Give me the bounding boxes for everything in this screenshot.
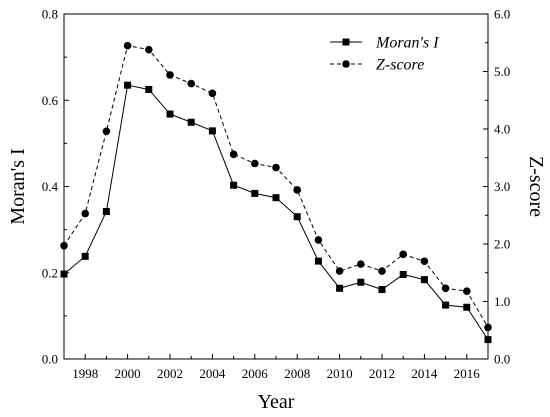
data-point-moran-s-i xyxy=(272,194,280,202)
y2-tick-label: 4.0 xyxy=(494,122,510,137)
data-point-moran-s-i xyxy=(81,252,89,260)
data-point-moran-s-i xyxy=(420,276,428,284)
data-point-z-score xyxy=(251,159,259,168)
x-tick-label: 2010 xyxy=(327,366,353,381)
data-point-moran-s-i xyxy=(102,208,110,216)
series-markers xyxy=(60,41,492,344)
y2-tick-label: 3.0 xyxy=(494,179,510,194)
data-point-z-score xyxy=(187,79,195,88)
legend-marker-circle xyxy=(342,60,350,68)
x-tick-label: 2014 xyxy=(411,366,438,381)
legend: Moran's I Z-score xyxy=(330,35,439,74)
data-point-z-score xyxy=(463,287,471,295)
data-point-moran-s-i xyxy=(166,110,174,118)
data-point-moran-s-i xyxy=(314,257,322,265)
y-tick-label: 0.0 xyxy=(42,352,58,367)
data-point-moran-s-i xyxy=(463,303,471,311)
data-point-moran-s-i xyxy=(442,301,450,309)
data-point-z-score xyxy=(166,71,174,79)
data-point-moran-s-i xyxy=(124,81,132,89)
legend-label-morans-i: Moran's I xyxy=(375,35,439,52)
x-axis-title: Year xyxy=(258,391,295,413)
data-point-moran-s-i xyxy=(145,85,153,93)
legend-marker-square xyxy=(342,38,350,46)
data-point-moran-s-i xyxy=(357,278,365,286)
y2-tick-label: 5.0 xyxy=(494,64,510,79)
data-point-z-score xyxy=(81,209,89,218)
y2-tick-label: 2.0 xyxy=(494,237,510,252)
y2-tick-label: 1.0 xyxy=(494,294,510,309)
x-tick-label: 2000 xyxy=(115,366,141,381)
data-point-z-score xyxy=(102,127,111,136)
data-point-z-score xyxy=(123,41,132,50)
y-axis-right-ticks: 0.0 1.0 2.0 3.0 4.0 5.0 6.0 xyxy=(483,7,510,367)
data-point-z-score xyxy=(335,267,344,275)
x-tick-label: 2016 xyxy=(454,366,481,381)
data-point-z-score xyxy=(272,163,280,172)
legend-label-z-score: Z-score xyxy=(376,57,424,74)
x-tick-label: 2006 xyxy=(242,366,269,381)
x-tick-label: 2002 xyxy=(157,366,183,381)
y-tick-label: 0.2 xyxy=(42,265,58,280)
x-tick-label: 2012 xyxy=(369,366,395,381)
series-line-moran-s-i xyxy=(63,84,489,340)
x-axis-ticks: 1998 2000 2002 2004 2006 2008 2010 2012 2014 2016 xyxy=(63,354,489,381)
data-point-z-score xyxy=(399,250,408,259)
data-point-z-score xyxy=(441,284,450,293)
x-tick-label: 2008 xyxy=(284,366,310,381)
data-point-z-score xyxy=(378,267,386,275)
data-point-moran-s-i xyxy=(399,270,407,278)
data-point-moran-s-i xyxy=(251,189,259,197)
y-tick-label: 0.8 xyxy=(42,7,58,22)
x-tick-label: 2004 xyxy=(199,366,226,381)
y-tick-label: 0.6 xyxy=(42,93,59,108)
data-point-z-score xyxy=(293,186,302,194)
y-axis-right-title: Z-score xyxy=(525,156,547,217)
data-point-moran-s-i xyxy=(187,118,195,126)
x-tick-label: 1998 xyxy=(72,366,98,381)
plot-frame xyxy=(63,13,489,360)
data-point-moran-s-i xyxy=(378,286,386,294)
data-point-moran-s-i xyxy=(230,181,238,189)
y2-tick-label: 6.0 xyxy=(494,7,510,22)
y2-tick-label: 0.0 xyxy=(494,352,510,367)
data-point-z-score xyxy=(229,150,238,159)
data-point-z-score xyxy=(357,260,365,268)
data-point-moran-s-i xyxy=(336,284,344,292)
y-tick-label: 0.4 xyxy=(42,179,59,194)
data-point-moran-s-i xyxy=(208,127,216,135)
data-point-z-score xyxy=(420,257,429,266)
data-point-moran-s-i xyxy=(293,213,301,221)
y-axis-left-ticks: 0.0 0.2 0.4 0.6 0.8 xyxy=(42,7,69,367)
y-axis-left-title: Moran's I xyxy=(7,148,29,224)
data-point-z-score xyxy=(208,89,217,98)
data-point-z-score xyxy=(145,45,153,54)
series-lines xyxy=(63,45,489,340)
data-point-z-score xyxy=(314,236,323,244)
